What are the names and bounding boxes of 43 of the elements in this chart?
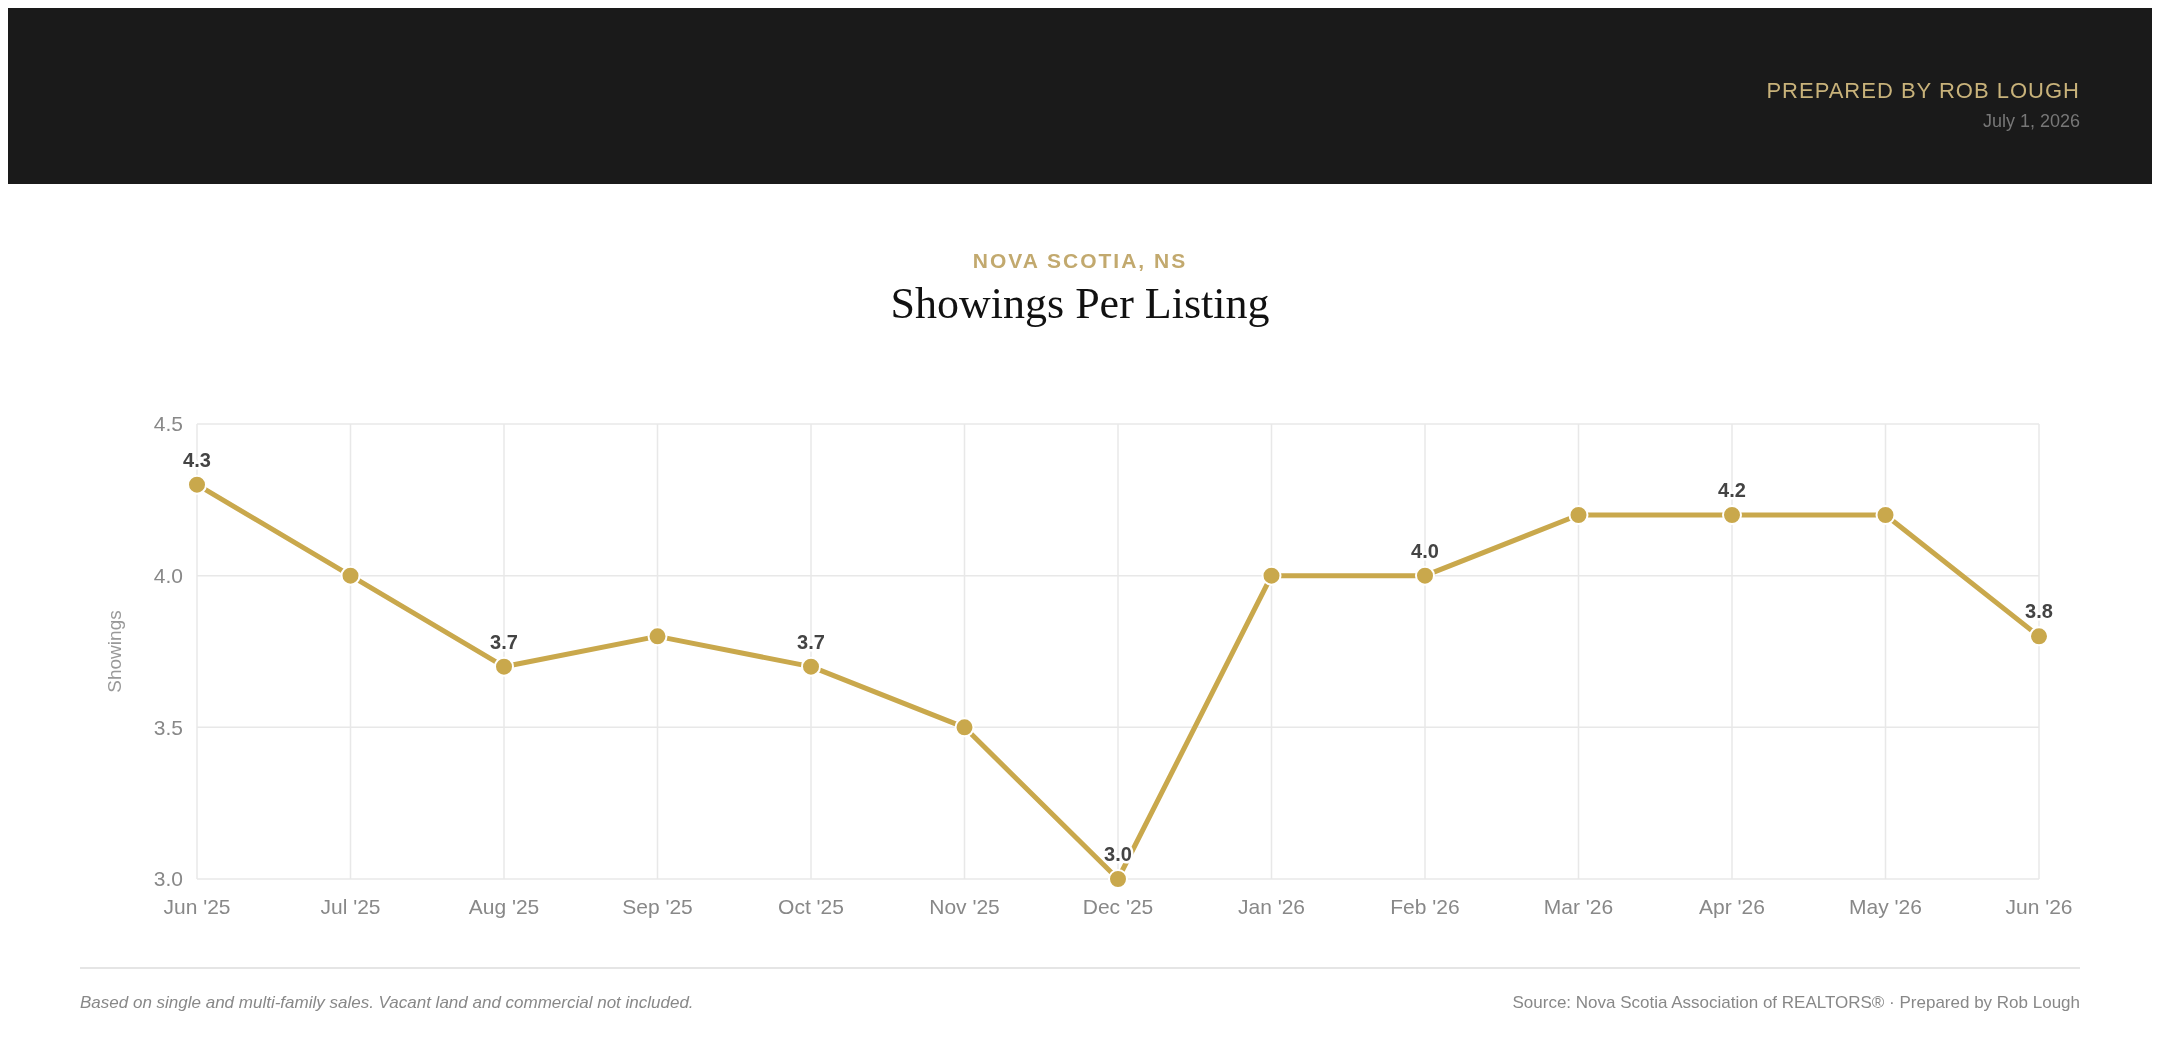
text: Based on single and multi-family sales. Vacant land and commercial not included. bbox=[80, 993, 694, 1012]
data-label: 4.2 bbox=[1718, 479, 1746, 501]
source-note: Source: Nova Scotia Association of REALTORS® · Prepared by Rob Lough bbox=[1512, 993, 2080, 1012]
point bbox=[1568, 505, 1589, 525]
y-tick-label: 4.0 bbox=[153, 564, 183, 588]
x-tick-label: Jan '26 bbox=[1237, 895, 1306, 918]
x-tick-label: Dec '25 bbox=[1082, 895, 1154, 918]
point bbox=[1722, 505, 1742, 525]
text: PREPARED BY ROB LOUGH bbox=[1766, 78, 2080, 103]
point bbox=[954, 717, 975, 738]
text: July 1, 2026 bbox=[1982, 111, 2080, 131]
x-tick-label: Mar '26 bbox=[1543, 895, 1614, 918]
x-tick-label: Apr '26 bbox=[1699, 895, 1765, 918]
x-tick-label: Sep '25 bbox=[622, 895, 693, 918]
data-label: 4.0 bbox=[1411, 539, 1439, 562]
y-tick-label: 3.5 bbox=[153, 715, 183, 739]
x-tick-label: Nov '25 bbox=[929, 895, 1000, 918]
x-tick-label: Jun '26 bbox=[2005, 895, 2073, 918]
x-tick-label: Feb '26 bbox=[1390, 895, 1460, 918]
x-tick-label: Oct '25 bbox=[778, 895, 844, 918]
point bbox=[1261, 565, 1282, 586]
point bbox=[801, 656, 821, 677]
data-label: 3.7 bbox=[490, 630, 518, 653]
y-tick-label: 4.5 bbox=[153, 412, 183, 436]
point bbox=[1415, 565, 1435, 586]
x-tick-label: Jul '25 bbox=[320, 895, 381, 918]
point bbox=[494, 656, 514, 677]
point bbox=[1875, 505, 1896, 525]
y-tick-label: 3.0 bbox=[153, 867, 183, 891]
point bbox=[1108, 869, 1128, 889]
data-label: 3.7 bbox=[797, 630, 825, 653]
x-tick-label: Jun '25 bbox=[163, 895, 231, 918]
data-label: 4.3 bbox=[183, 448, 211, 471]
point bbox=[340, 565, 361, 586]
point bbox=[187, 474, 207, 495]
chart-title: Showings Per Listing bbox=[890, 279, 1270, 328]
point bbox=[647, 626, 668, 647]
x-tick-label: Aug '25 bbox=[468, 895, 540, 918]
y-axis-title: Showings bbox=[104, 610, 125, 693]
chart-subtitle: NOVA SCOTIA, NS bbox=[972, 249, 1188, 272]
data-label: 3.8 bbox=[2025, 600, 2053, 623]
x-tick-label: May '26 bbox=[1849, 895, 1922, 918]
point bbox=[2029, 626, 2049, 647]
